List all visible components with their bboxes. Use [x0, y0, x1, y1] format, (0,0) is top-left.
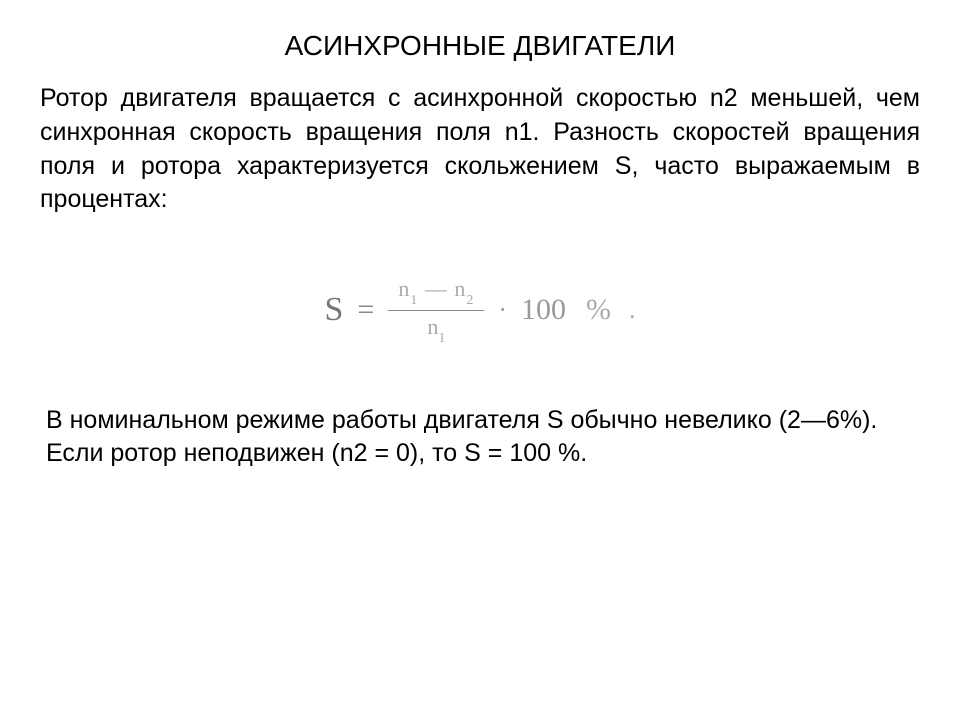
- slip-formula: S = n1 — n2 n1 · 100 % .: [40, 277, 920, 344]
- num-var1: n: [398, 276, 410, 301]
- formula-numerator: n1 — n2: [388, 277, 484, 311]
- page-title: АСИНХРОННЫЕ ДВИГАТЕЛИ: [40, 30, 920, 62]
- formula-inline: S = n1 — n2 n1 · 100 % .: [324, 277, 635, 344]
- formula-percent: %: [586, 293, 611, 327]
- formula-multiply: ·: [498, 295, 507, 325]
- num-var2: n: [454, 276, 466, 301]
- formula-lhs: S: [324, 291, 343, 329]
- formula-period: .: [629, 295, 636, 325]
- den-sub: 1: [438, 331, 445, 346]
- formula-denominator: n1: [427, 311, 445, 344]
- num-sub2: 2: [466, 293, 474, 308]
- closing-paragraph: В номинальном режиме работы двигателя S …: [40, 404, 920, 472]
- formula-fraction: n1 — n2 n1: [388, 277, 484, 344]
- num-sub1: 1: [410, 293, 418, 308]
- num-op: —: [425, 276, 448, 301]
- formula-hundred: 100: [521, 293, 566, 327]
- den-var: n: [427, 314, 438, 339]
- intro-paragraph: Ротор двигателя вращается с асинхронной …: [40, 82, 920, 217]
- formula-equals: =: [357, 293, 374, 327]
